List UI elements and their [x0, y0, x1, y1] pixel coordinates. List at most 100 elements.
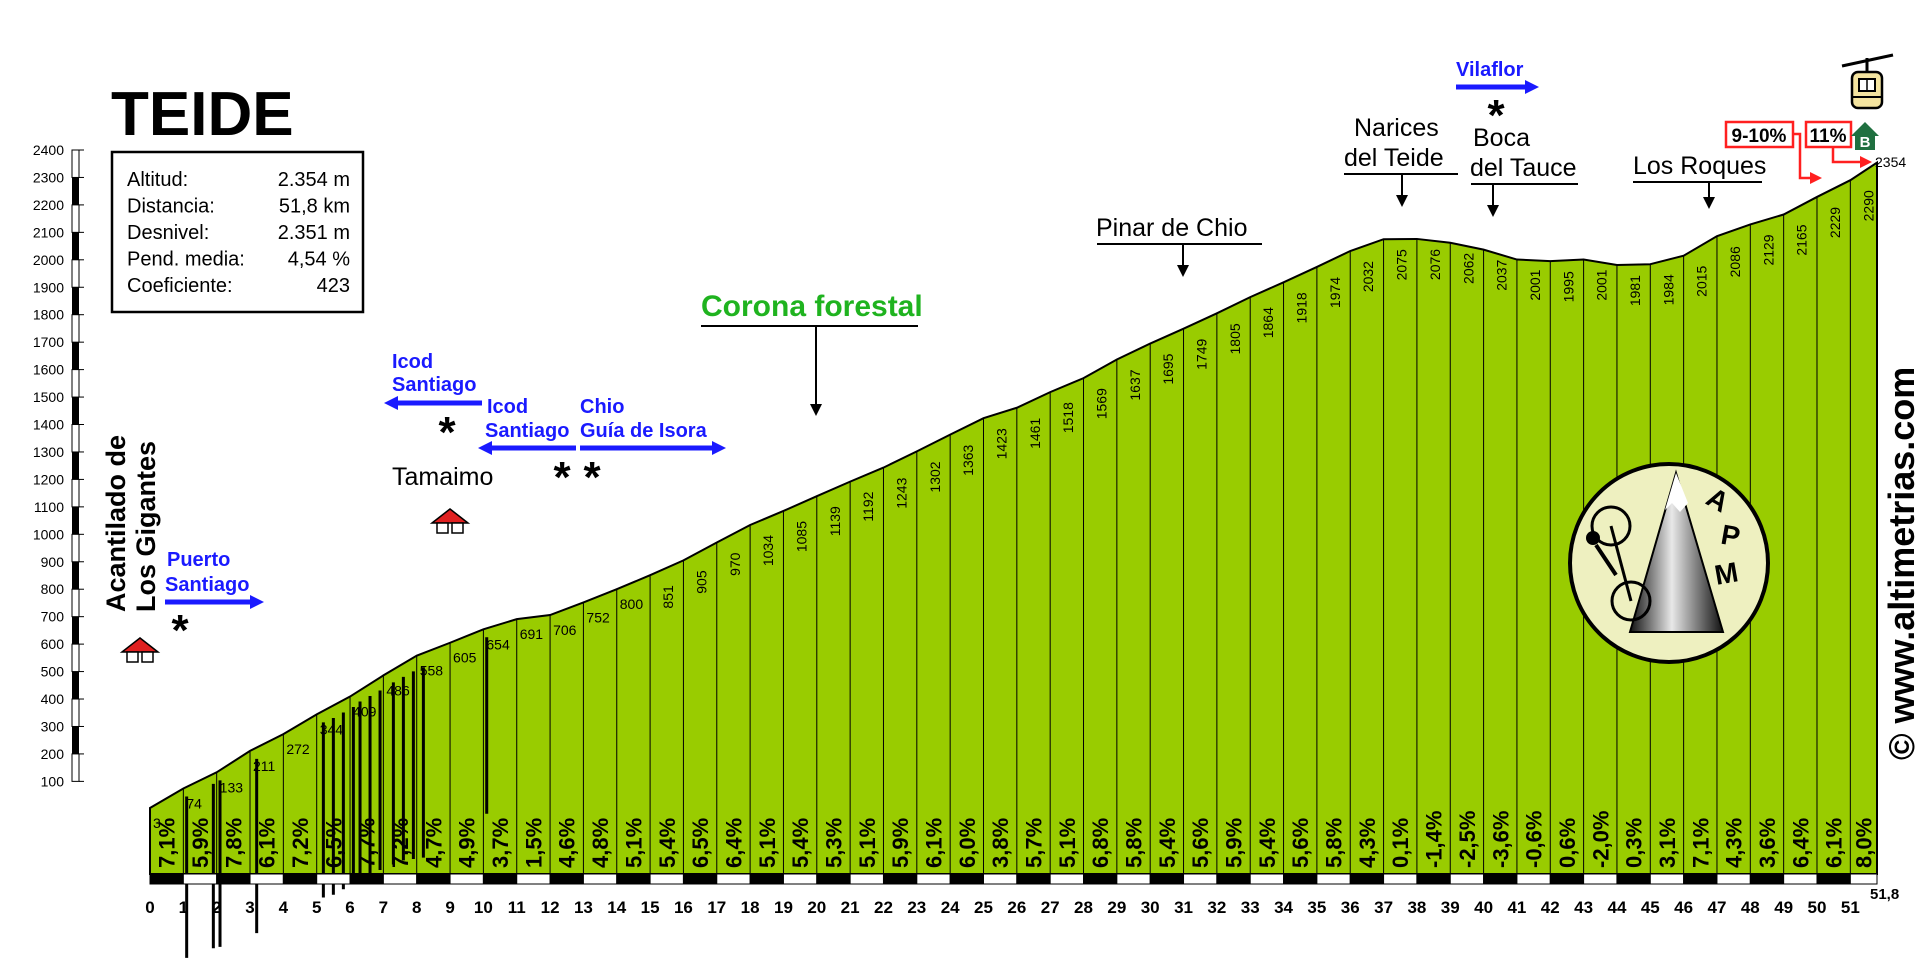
x-tick-label: 26: [1007, 898, 1026, 917]
gradient-label: 5,1%: [855, 818, 880, 868]
x-axis-segment: [1149, 873, 1185, 885]
y-tick-label: 500: [41, 664, 65, 680]
stat-label: Pend. media:: [127, 249, 245, 271]
x-tick-label: 25: [974, 898, 993, 917]
gradient-label: 6,8%: [1088, 818, 1113, 868]
svg-text:11%: 11%: [1810, 126, 1847, 147]
x-tick-label: 29: [1107, 898, 1126, 917]
gradient-label: 8,0%: [1852, 818, 1877, 868]
altitude-label: 2165: [1794, 224, 1810, 255]
altitude-label: 1034: [760, 535, 776, 566]
gradient-label: 7,1%: [1688, 818, 1713, 868]
y-axis-segment: [71, 478, 80, 508]
altitude-label: 1805: [1227, 323, 1243, 354]
x-tick-label: 36: [1341, 898, 1360, 917]
x-axis-segment: [282, 873, 318, 885]
altitude-label: 1974: [1327, 277, 1343, 308]
gradient-label: 6,0%: [955, 818, 980, 868]
x-axis-segment: [482, 873, 518, 885]
altitude-label: 2290: [1860, 190, 1876, 221]
x-axis-segment: [516, 873, 551, 885]
gradient-label: 5,4%: [655, 818, 680, 868]
tamaimo-label: Tamaimo: [392, 463, 493, 491]
x-axis-segment: [1849, 873, 1878, 885]
altitude-label: 2129: [1760, 234, 1776, 265]
gradient-label: 4,3%: [1355, 818, 1380, 868]
corona-forestal-label: Corona forestal: [701, 290, 923, 323]
stat-label: Coeficiente:: [127, 275, 233, 297]
x-axis-segment: [1816, 873, 1851, 885]
stat-value: 4,54 %: [288, 249, 350, 271]
x-axis-segment: [1749, 873, 1785, 885]
x-tick-label: 35: [1307, 898, 1326, 917]
stat-value: 423: [317, 275, 350, 297]
asterisk-icon: *: [171, 606, 189, 655]
y-axis-segment: [71, 314, 80, 343]
gradient-label: 7,1%: [155, 818, 180, 868]
altitude-label: 2076: [1427, 249, 1443, 280]
altitude-label: 1302: [927, 461, 943, 492]
altitude-label: 486: [386, 682, 410, 698]
chio-label-1: Chio: [580, 396, 624, 418]
x-tick-label: 0: [145, 898, 154, 917]
x-tick-label: 51: [1841, 898, 1860, 917]
y-axis: 100 200 300 400 500 600 700 800 900 1000 1100 1200 1…: [33, 142, 84, 789]
y-axis-segment: [71, 259, 80, 288]
altitude-label: 2075: [1394, 249, 1410, 280]
altitude-label: 1461: [1027, 418, 1043, 449]
y-tick-label: 100: [41, 773, 65, 789]
x-axis-segment: [549, 873, 584, 885]
x-axis-segment: [1783, 873, 1818, 885]
gradient-label: 4,6%: [555, 818, 580, 868]
asterisk-icon: *: [553, 453, 571, 502]
svg-text:B: B: [1860, 134, 1871, 151]
altitude-label: 2037: [1494, 259, 1510, 290]
pointer-arrow-icon: [1703, 182, 1715, 209]
y-tick-label: 1400: [33, 417, 64, 433]
x-tick-label: 49: [1774, 898, 1793, 917]
x-axis-segment: [1116, 873, 1151, 885]
x-axis-segment: [582, 873, 618, 885]
x-axis-segment: [849, 873, 884, 885]
x-axis-segment: [749, 873, 784, 885]
altitude-label: 1918: [1294, 292, 1310, 323]
x-tick-label: 16: [674, 898, 693, 917]
y-tick-label: 1300: [33, 444, 64, 460]
pointer-arrow-icon: [1177, 244, 1189, 277]
vilaflor-label: Vilaflor: [1456, 59, 1524, 81]
gradient-label: 5,1%: [1055, 818, 1080, 868]
x-tick-label: 46: [1674, 898, 1693, 917]
y-tick-label: 2100: [33, 224, 64, 240]
x-axis-segment: [182, 873, 218, 885]
y-axis-segment: [71, 424, 80, 453]
gradient-label: 5,1%: [755, 818, 780, 868]
x-tick-label: 17: [707, 898, 726, 917]
y-tick-label: 700: [41, 609, 65, 625]
x-axis-segment: [349, 873, 384, 885]
altitude-label: 2086: [1727, 246, 1743, 277]
x-tick-label: 34: [1274, 898, 1293, 917]
gradient-label: 3,6%: [1755, 818, 1780, 868]
altitude-label: 1363: [960, 444, 976, 475]
narices-label-1: Narices: [1354, 114, 1439, 142]
gradient-label: -2,5%: [1455, 811, 1480, 868]
pointer-arrow-icon: [1396, 174, 1408, 207]
y-axis-segment: [71, 588, 80, 618]
x-tick-label: 19: [774, 898, 793, 917]
gradient-label: 6,4%: [721, 818, 746, 868]
altitude-label: 211: [253, 758, 276, 774]
x-tick-label: 43: [1574, 898, 1593, 917]
boca-label-1: Boca: [1473, 124, 1530, 152]
y-tick-label: 1500: [33, 389, 64, 405]
x-axis-segment: [982, 873, 1018, 885]
acantilado-label-2: Los Gigantes: [131, 441, 161, 612]
gradient-label: 5,1%: [621, 818, 646, 868]
puerto-santiago-label-2: Santiago: [165, 574, 249, 596]
x-tick-label: 28: [1074, 898, 1093, 917]
apm-logo: APM: [1568, 462, 1770, 664]
altitude-label: 3: [153, 815, 161, 831]
altitude-label: 2062: [1460, 253, 1476, 284]
pinar-label: Pinar de Chio: [1096, 214, 1247, 242]
x-tick-label: 1: [179, 898, 188, 917]
